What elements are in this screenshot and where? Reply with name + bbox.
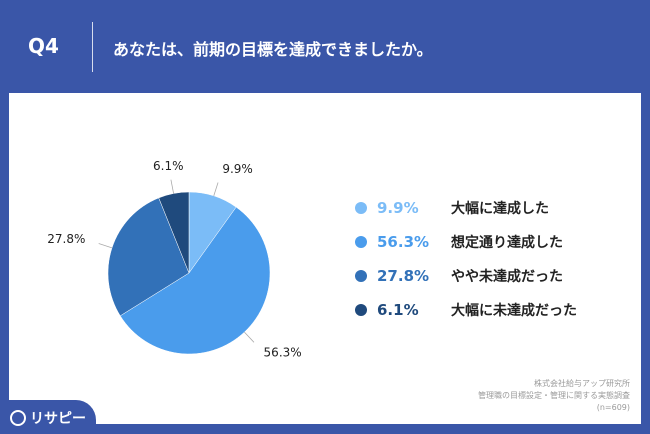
brand-logo: リサピー xyxy=(0,400,96,434)
pie-slice xyxy=(158,191,190,274)
pie-chart: 9.9% 56.3% 27.8% 6.1% xyxy=(47,159,302,360)
legend-item: 27.8% やや未達成だった xyxy=(355,259,577,293)
legend-label: 想定通り達成した xyxy=(451,235,563,251)
legend-item: 6.1% 大幅に未達成だった xyxy=(355,293,577,327)
legend-label: 大幅に達成した xyxy=(451,201,549,217)
pie-slice xyxy=(119,206,271,355)
legend-item: 56.3% 想定通り達成した xyxy=(355,225,577,259)
legend-swatch xyxy=(355,270,367,282)
legend-value: 27.8% xyxy=(377,267,430,285)
source-line-company: 株式会社給与アップ研究所 xyxy=(534,379,630,388)
leader-line xyxy=(244,331,255,343)
legend-label: 大幅に未達成だった xyxy=(451,303,577,319)
legend-swatch xyxy=(355,236,367,248)
legend-swatch xyxy=(355,304,367,316)
leader-line xyxy=(213,182,219,197)
chart-card: 9.9% 56.3% 27.8% 6.1% 9.9% 大幅に達成した 56.3% 想定… xyxy=(9,93,641,424)
leader-line xyxy=(170,179,174,194)
question-number: Q4 xyxy=(28,34,59,58)
legend-value: 56.3% xyxy=(377,233,430,251)
leader-line xyxy=(98,243,113,249)
logo-icon xyxy=(10,410,26,426)
source-line-sample: (n=609) xyxy=(596,403,630,412)
legend-value: 6.1% xyxy=(377,301,419,319)
legend-label: やや未達成だった xyxy=(451,269,563,285)
question-title: あなたは、前期の目標を達成できましたか。 xyxy=(113,40,433,59)
legend: 9.9% 大幅に達成した 56.3% 想定通り達成した 27.8% やや未達成だ… xyxy=(355,191,577,327)
slice-label: 27.8% xyxy=(47,232,85,246)
source-line-survey: 管理職の目標設定・管理に関する実態調査 xyxy=(478,391,630,400)
legend-value: 9.9% xyxy=(377,199,419,217)
legend-item: 9.9% 大幅に達成した xyxy=(355,191,577,225)
legend-swatch xyxy=(355,202,367,214)
header-divider xyxy=(92,22,93,72)
pie-slice xyxy=(107,197,190,317)
logo-text: リサピー xyxy=(30,411,86,427)
slice-label: 56.3% xyxy=(264,346,302,360)
header: Q4 あなたは、前期の目標を達成できましたか。 xyxy=(0,0,650,92)
slice-label: 9.9% xyxy=(222,162,253,176)
slice-label: 6.1% xyxy=(153,159,184,173)
source-note: 株式会社給与アップ研究所 管理職の目標設定・管理に関する実態調査 (n=609) xyxy=(478,378,630,414)
